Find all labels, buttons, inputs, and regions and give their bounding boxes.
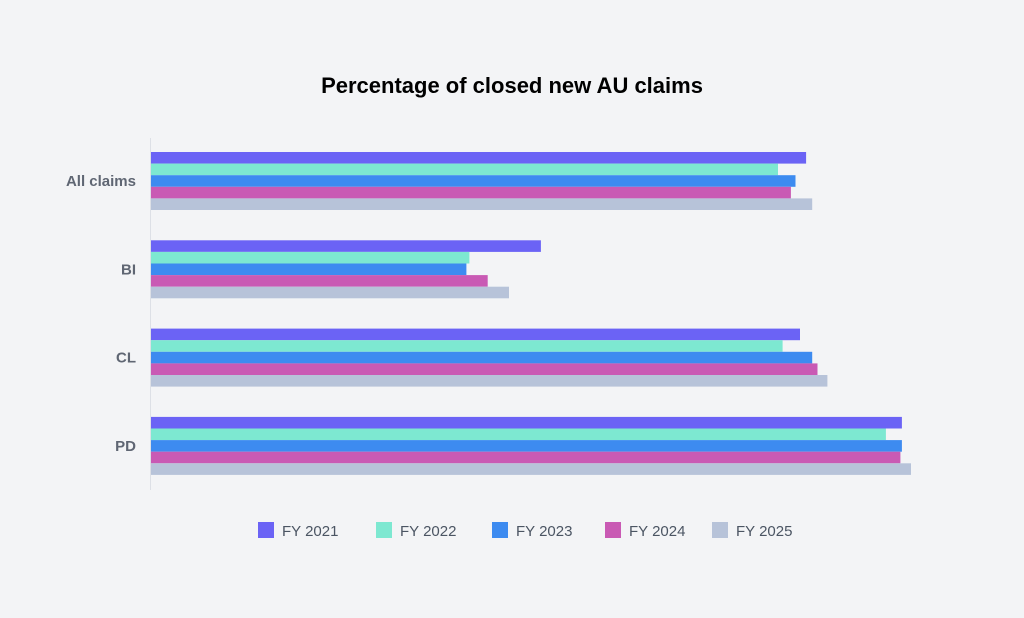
legend-swatch-fy-2023 bbox=[492, 522, 508, 538]
legend-swatch-fy-2022 bbox=[376, 522, 392, 538]
bar-bi-fy-2025 bbox=[151, 286, 509, 299]
legend-label-fy-2021: FY 2021 bbox=[282, 523, 338, 540]
bar-cl-fy-2025 bbox=[151, 375, 828, 387]
bar-cl-fy-2021 bbox=[151, 328, 800, 341]
legend-label-fy-2023: FY 2023 bbox=[516, 523, 572, 540]
legend: FY 2021 FY 2022 FY 2023 FY 2024 FY 2025 bbox=[258, 522, 792, 540]
legend-label-fy-2024: FY 2024 bbox=[629, 523, 685, 540]
bar-all-claims-fy-2021 bbox=[151, 152, 807, 164]
legend-item-fy-2025[interactable]: FY 2025 bbox=[712, 522, 792, 540]
bar-bi-fy-2021 bbox=[151, 240, 541, 252]
chart-title: Percentage of closed new AU claims bbox=[321, 73, 703, 98]
legend-swatch-fy-2021 bbox=[258, 522, 274, 538]
legend-swatch-fy-2025 bbox=[712, 522, 728, 538]
bar-pd-fy-2021 bbox=[151, 416, 902, 429]
category-label-bi: BI bbox=[121, 261, 136, 278]
bar-pd-fy-2023 bbox=[151, 440, 902, 452]
category-label-all-claims: All claims bbox=[66, 173, 136, 190]
category-label-cl: CL bbox=[116, 350, 136, 367]
bar-bi-fy-2022 bbox=[151, 251, 470, 264]
category-labels: All claims BI CL PD bbox=[66, 173, 136, 455]
bar-cl-fy-2023 bbox=[151, 351, 813, 364]
bars-layer bbox=[151, 152, 911, 475]
legend-label-fy-2022: FY 2022 bbox=[400, 523, 456, 540]
bar-all-claims-fy-2024 bbox=[151, 186, 791, 199]
bar-pd-fy-2024 bbox=[151, 451, 901, 464]
bar-pd-fy-2025 bbox=[151, 463, 911, 475]
bar-cl-fy-2024 bbox=[151, 363, 818, 375]
bar-all-claims-fy-2023 bbox=[151, 175, 796, 187]
legend-label-fy-2025: FY 2025 bbox=[736, 523, 792, 540]
bar-bi-fy-2024 bbox=[151, 275, 488, 287]
legend-item-fy-2023[interactable]: FY 2023 bbox=[492, 522, 572, 540]
legend-swatch-fy-2024 bbox=[605, 522, 621, 538]
bar-all-claims-fy-2025 bbox=[151, 198, 813, 210]
category-label-pd: PD bbox=[115, 438, 136, 455]
bar-bi-fy-2023 bbox=[151, 263, 467, 276]
bar-all-claims-fy-2022 bbox=[151, 163, 778, 176]
bar-cl-fy-2022 bbox=[151, 340, 783, 352]
bar-pd-fy-2022 bbox=[151, 428, 886, 441]
legend-item-fy-2021[interactable]: FY 2021 bbox=[258, 522, 338, 540]
legend-item-fy-2022[interactable]: FY 2022 bbox=[376, 522, 456, 540]
legend-item-fy-2024[interactable]: FY 2024 bbox=[605, 522, 685, 540]
